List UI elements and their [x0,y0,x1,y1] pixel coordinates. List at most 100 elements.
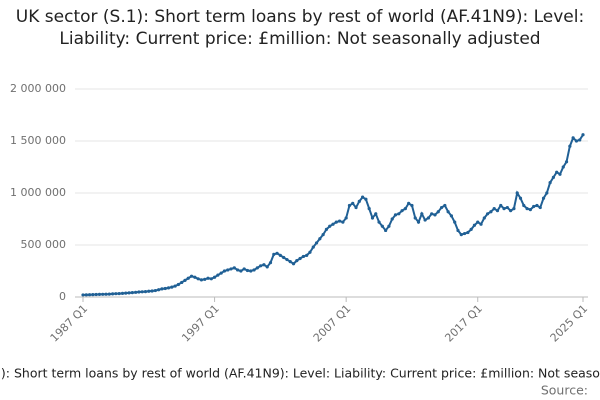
data-point [216,273,220,277]
data-point [462,231,467,236]
data-point [236,268,240,272]
data-point [153,288,157,293]
data-point [176,282,180,287]
data-point [555,170,559,174]
x-tick-label: 2025 Q1 [548,302,591,345]
data-point [528,208,532,212]
data-point [492,207,496,211]
data-point [420,212,424,216]
data-point [512,207,516,211]
data-point [206,276,210,280]
y-tick-label: 2 000 000 [10,82,66,95]
data-point [81,293,85,297]
data-point [268,261,273,265]
y-tick-label: 500 000 [21,238,67,251]
data-point [347,203,352,208]
data-point [140,290,144,294]
data-point [134,290,138,294]
data-point [305,253,309,257]
data-point [364,197,368,201]
data-point [107,292,111,296]
data-point [374,212,378,216]
data-point [97,292,102,296]
data-point [564,160,569,164]
data-point [314,241,319,245]
data-point [166,286,171,290]
data-point [410,203,414,208]
data-point [288,260,292,264]
data-point [518,196,523,200]
data-point [436,210,440,214]
footer: UK sector (S.1): Short term loans by res… [0,366,600,381]
data-point [453,220,457,224]
data-point [209,277,213,281]
x-tick-label: 2017 Q1 [442,302,485,345]
data-point [114,292,118,296]
data-point [199,278,204,282]
data-point [262,263,266,267]
data-point [87,293,92,297]
data-point [541,196,546,200]
data-point [255,266,259,270]
data-point [291,262,296,266]
data-point [94,292,98,297]
data-point [509,209,513,213]
data-point [239,269,243,273]
data-point [489,210,493,214]
data-point [298,256,302,261]
data-point [568,144,572,148]
data-point [91,293,95,297]
data-point [160,287,164,291]
data-point [324,227,329,231]
data-point [120,291,125,295]
data-point [443,203,447,208]
data-point [574,139,579,143]
data-point [101,292,105,296]
data-point [259,264,263,268]
data-point [127,291,131,295]
data-point [245,268,250,273]
data-point [242,267,246,271]
data-point [558,172,562,176]
data-point [370,216,375,220]
data-point [380,224,384,228]
data-point [515,191,519,195]
data-point [104,292,108,296]
data-point [433,213,437,217]
data-point [170,285,174,289]
data-point [196,277,200,281]
data-point [446,210,450,214]
data-point [180,280,184,285]
data-point [124,291,128,295]
data-point [469,227,473,231]
data-point [486,212,490,216]
data-point [328,224,332,228]
data-point [439,205,444,210]
data-point [252,268,256,272]
data-point [275,251,279,255]
data-point [466,230,470,235]
data-point [265,265,269,269]
y-tick-label: 0 [59,290,66,303]
y-tick-label: 1 500 000 [10,134,66,147]
data-point [318,237,322,241]
data-point [295,259,299,263]
data-point [150,289,154,293]
data-point [341,220,345,224]
data-point [143,289,148,294]
data-point [130,291,134,295]
data-point [157,288,161,292]
data-point [361,195,365,199]
data-point [456,228,460,233]
data-point [459,233,463,237]
data-point [219,271,223,275]
data-point [285,257,289,262]
data-point [357,199,361,203]
data-point [137,290,141,294]
data-point [354,205,358,210]
data-point [229,267,233,271]
data-point [561,165,565,169]
data-point [222,269,227,273]
data-point [449,214,454,218]
